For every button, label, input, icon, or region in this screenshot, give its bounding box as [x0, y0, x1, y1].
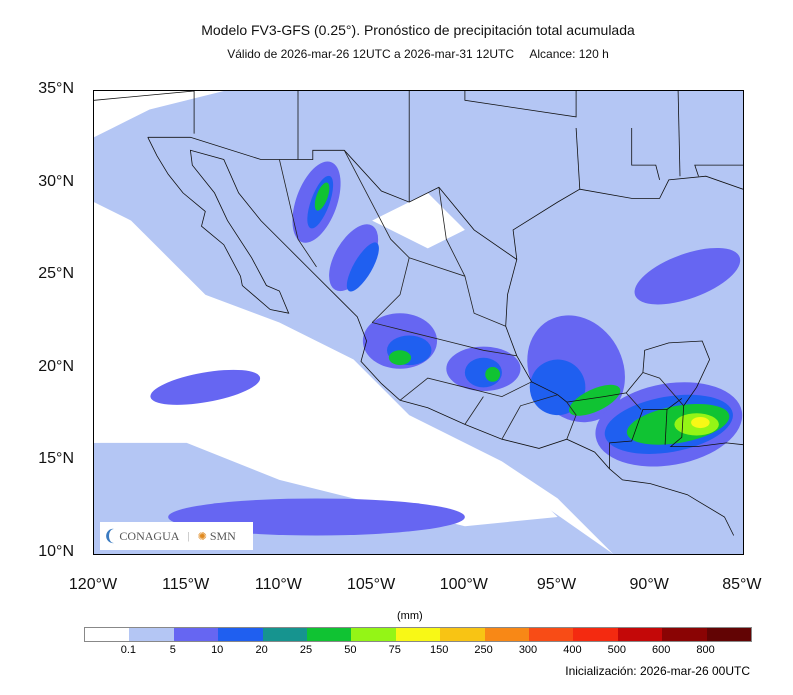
no-precip-area: [94, 239, 224, 332]
lat-label: 10°N: [38, 543, 74, 560]
us-state-border: [94, 91, 195, 134]
precip-area: [388, 350, 412, 366]
colorbar-swatch: [484, 628, 530, 641]
state-border: [279, 159, 317, 268]
belize-border: [664, 409, 668, 445]
colorbar-swatch: [218, 628, 263, 641]
guatemala-border: [609, 398, 683, 469]
precipitation-map: [93, 90, 744, 555]
state-border: [438, 187, 466, 277]
precip-area: [329, 224, 379, 292]
colorbar-label: 300: [518, 644, 538, 656]
precip-area: [569, 384, 621, 416]
colorbar-swatch: [573, 628, 618, 641]
colorbar-label: 150: [430, 644, 449, 656]
us-state-border: [575, 127, 581, 190]
colorbar-label: 400: [563, 644, 582, 656]
colorbar-label: 10: [211, 644, 224, 656]
state-border: [409, 257, 506, 327]
colorbar-label: 500: [607, 644, 626, 656]
lon-label: 95°W: [536, 576, 577, 593]
lat-label: 30°N: [38, 172, 74, 190]
precip-area: [485, 366, 501, 382]
lat-label: 15°N: [38, 450, 74, 468]
lon-label: 120°W: [68, 576, 118, 593]
us-state-border: [464, 91, 577, 118]
colorbar-swatch: [706, 628, 752, 641]
colorbar-swatch: [351, 628, 396, 641]
colorbar-swatch: [262, 628, 308, 641]
precip-area: [314, 182, 330, 211]
colorbar-swatch: [440, 628, 485, 641]
precip-area: [691, 416, 710, 429]
valid-period: Válido de 2026-mar-26 12UTC a 2026-mar-3…: [227, 47, 515, 61]
colorbar: [84, 627, 752, 642]
colorbar-swatch: [617, 628, 663, 641]
state-border: [625, 392, 642, 410]
colorbar-label: 20: [255, 644, 268, 656]
precip-area: [634, 247, 741, 305]
colorbar-swatch: [662, 628, 707, 641]
colorbar-swatch: [129, 628, 174, 641]
logos: ❨ CONAGUA | ✺ SMN: [100, 522, 253, 550]
conagua-logo-icon: ❨: [103, 528, 117, 545]
precip-area: [346, 242, 379, 292]
precip-area: [150, 369, 261, 405]
state-border: [372, 322, 517, 357]
state-border: [642, 372, 685, 407]
lon-label: 115°W: [162, 576, 210, 593]
state-border: [501, 394, 558, 440]
lat-label: 20°N: [38, 357, 74, 375]
us-state-border: [677, 91, 681, 177]
pacific-coastline: [147, 137, 735, 536]
colorbar-label: 250: [474, 644, 493, 656]
lon-label: 90°W: [629, 576, 669, 593]
colorbar-label: 0.1: [120, 644, 137, 656]
us-mexico-border: [147, 136, 518, 260]
lon-label: 100°W: [439, 576, 488, 593]
us-state-border: [694, 164, 743, 177]
lon-label: 85°W: [722, 576, 762, 593]
colorbar-swatch: [395, 628, 441, 641]
colorbar-swatch: [307, 628, 352, 641]
colorbar-label: 50: [344, 644, 357, 656]
initialization-time: Inicialización: 2026-mar-26 00UTC: [565, 664, 750, 678]
colorbar-unit: (mm): [397, 610, 423, 622]
colorbar-label: 600: [652, 644, 671, 656]
colorbar-label: 75: [388, 644, 401, 656]
smn-logo: SMN: [209, 528, 236, 543]
colorbar-label: 800: [696, 644, 715, 656]
colorbar-swatch: [529, 628, 574, 641]
state-border: [566, 401, 577, 440]
colorbar-label: 25: [299, 644, 313, 656]
smn-logo-icon: ✺: [197, 530, 207, 543]
map-subtitle: Válido de 2026-mar-26 12UTC a 2026-mar-3…: [0, 47, 793, 61]
lon-label: 110°W: [254, 576, 302, 593]
conagua-logo: CONAGUA: [119, 528, 180, 543]
lat-label: 25°N: [38, 265, 74, 283]
state-border: [399, 377, 532, 401]
colorbar-swatch: [85, 628, 130, 641]
forecast-range: Alcance: 120 h: [529, 47, 609, 61]
map-title: Modelo FV3-GFS (0.25°). Pronóstico de pr…: [201, 22, 635, 38]
state-border: [464, 396, 484, 425]
lon-label: 105°W: [346, 576, 396, 593]
colorbar-label: 5: [169, 644, 176, 656]
lat-label: 35°N: [38, 80, 74, 97]
us-state-border: [631, 128, 660, 180]
colorbar-swatch: [173, 628, 219, 641]
